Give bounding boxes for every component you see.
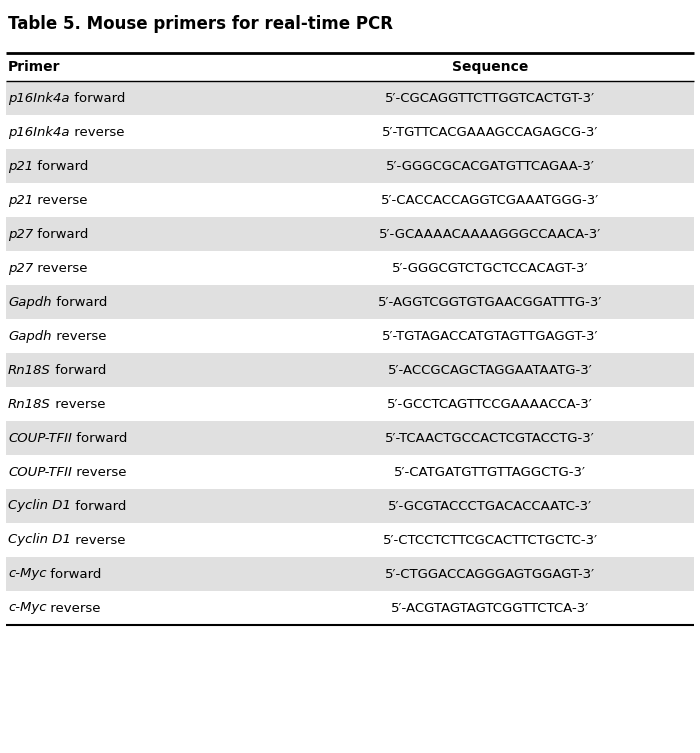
Text: 5′-GCCTCAGTTCCGAAAACCA-3′: 5′-GCCTCAGTTCCGAAAACCA-3′ (387, 398, 593, 410)
Text: Table 5. Mouse primers for real-time PCR: Table 5. Mouse primers for real-time PCR (8, 15, 393, 33)
Text: 5′-GGGCGTCTGCTCCACAGT-3′: 5′-GGGCGTCTGCTCCACAGT-3′ (392, 261, 588, 275)
Text: 5′-ACCGCAGCTAGGAATAATG-3′: 5′-ACCGCAGCTAGGAATAATG-3′ (388, 364, 592, 376)
Text: Cyclin D1: Cyclin D1 (8, 499, 71, 513)
Text: 5′-CTCCTCTTCGCACTTCTGCTC-3′: 5′-CTCCTCTTCGCACTTCTGCTC-3′ (382, 533, 598, 547)
Text: 5′-CGCAGGTTCTTGGTCACTGT-3′: 5′-CGCAGGTTCTTGGTCACTGT-3′ (385, 92, 595, 105)
Text: forward: forward (52, 295, 107, 309)
Text: COUP-TFII: COUP-TFII (8, 431, 72, 444)
Text: 5′-GGGCGCACGATGTTCAGAA-3′: 5′-GGGCGCACGATGTTCAGAA-3′ (386, 160, 594, 172)
Text: 5′-GCAAAACAAAAGGGCCAACA-3′: 5′-GCAAAACAAAAGGGCCAACA-3′ (379, 227, 601, 240)
Text: Rn18S: Rn18S (8, 364, 50, 376)
Text: p16Ink4a: p16Ink4a (8, 92, 69, 105)
Text: reverse: reverse (72, 465, 127, 478)
Text: 5′-GCGTACCCTGACACCAATC-3′: 5′-GCGTACCCTGACACCAATC-3′ (388, 499, 592, 513)
Bar (6, 81, 694, 115)
Text: reverse: reverse (46, 602, 101, 614)
Text: p16Ink4a: p16Ink4a (8, 126, 69, 139)
Text: reverse: reverse (71, 533, 125, 547)
Text: reverse: reverse (69, 126, 124, 139)
Bar (6, 285, 694, 319)
Text: forward: forward (46, 568, 102, 581)
Text: Sequence: Sequence (452, 60, 528, 74)
Text: reverse: reverse (33, 261, 88, 275)
Bar (6, 149, 694, 183)
Text: forward: forward (33, 160, 88, 172)
Text: COUP-TFII: COUP-TFII (8, 465, 72, 478)
Bar (6, 353, 694, 387)
Text: 5′-TGTTCACGAAAGCCAGAGCG-3′: 5′-TGTTCACGAAAGCCAGAGCG-3′ (382, 126, 598, 139)
Bar (6, 421, 694, 455)
Text: forward: forward (69, 92, 125, 105)
Text: Cyclin D1: Cyclin D1 (8, 533, 71, 547)
Text: 5′-AGGTCGGTGTGAACGGATTTG-3′: 5′-AGGTCGGTGTGAACGGATTTG-3′ (378, 295, 602, 309)
Text: reverse: reverse (50, 398, 105, 410)
Text: 5′-TCAACTGCCACTCGTACCTG-3′: 5′-TCAACTGCCACTCGTACCTG-3′ (385, 431, 595, 444)
Text: 5′-TGTAGACCATGTAGTTGAGGT-3′: 5′-TGTAGACCATGTAGTTGAGGT-3′ (382, 330, 598, 343)
Text: p21: p21 (8, 194, 33, 206)
Text: 5′-CACCACCAGGTCGAAATGGG-3′: 5′-CACCACCAGGTCGAAATGGG-3′ (381, 194, 599, 206)
Bar (6, 489, 694, 523)
Text: reverse: reverse (33, 194, 88, 206)
Text: Rn18S: Rn18S (8, 398, 50, 410)
Text: Gapdh: Gapdh (8, 295, 52, 309)
Text: 5′-CTGGACCAGGGAGTGGAGT-3′: 5′-CTGGACCAGGGAGTGGAGT-3′ (385, 568, 595, 581)
Text: forward: forward (50, 364, 106, 376)
Text: c-Myc: c-Myc (8, 568, 46, 581)
Text: Primer: Primer (8, 60, 60, 74)
Text: reverse: reverse (52, 330, 106, 343)
Text: forward: forward (33, 227, 88, 240)
Text: forward: forward (72, 431, 127, 444)
Text: c-Myc: c-Myc (8, 602, 46, 614)
Text: forward: forward (71, 499, 126, 513)
Text: 5′-ACGTAGTAGTCGGTTCTCA-3′: 5′-ACGTAGTAGTCGGTTCTCA-3′ (391, 602, 589, 614)
Bar (6, 217, 694, 251)
Text: p21: p21 (8, 160, 33, 172)
Text: Gapdh: Gapdh (8, 330, 52, 343)
Text: 5′-CATGATGTTGTTAGGCTG-3′: 5′-CATGATGTTGTTAGGCTG-3′ (394, 465, 586, 478)
Text: p27: p27 (8, 227, 33, 240)
Text: p27: p27 (8, 261, 33, 275)
Bar (6, 557, 694, 591)
